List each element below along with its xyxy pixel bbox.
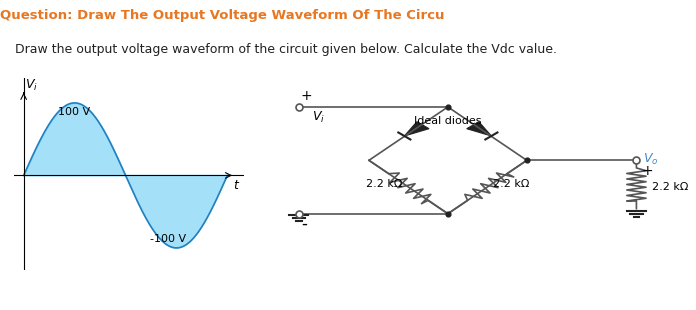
Text: +: + <box>642 164 654 178</box>
Text: $V_i$: $V_i$ <box>312 109 325 125</box>
Polygon shape <box>404 122 429 136</box>
Text: $V_i$: $V_i$ <box>25 78 38 93</box>
Text: 2.2 kΩ: 2.2 kΩ <box>366 179 402 189</box>
Text: 2.2 kΩ: 2.2 kΩ <box>493 179 530 189</box>
Text: Ideal diodes: Ideal diodes <box>414 116 482 126</box>
Text: +: + <box>301 89 313 103</box>
Text: Question: Draw The Output Voltage Waveform Of The Circu: Question: Draw The Output Voltage Wavefo… <box>0 9 445 22</box>
Text: -: - <box>301 215 307 233</box>
Polygon shape <box>467 122 491 136</box>
Text: 2.2 kΩ: 2.2 kΩ <box>651 182 688 192</box>
Text: Draw the output voltage waveform of the circuit given below. Calculate the Vdc v: Draw the output voltage waveform of the … <box>15 43 557 56</box>
Text: -100 V: -100 V <box>150 234 187 244</box>
Text: $t$: $t$ <box>233 179 241 192</box>
Text: $V_o$: $V_o$ <box>643 152 658 166</box>
Text: 100 V: 100 V <box>58 107 90 117</box>
